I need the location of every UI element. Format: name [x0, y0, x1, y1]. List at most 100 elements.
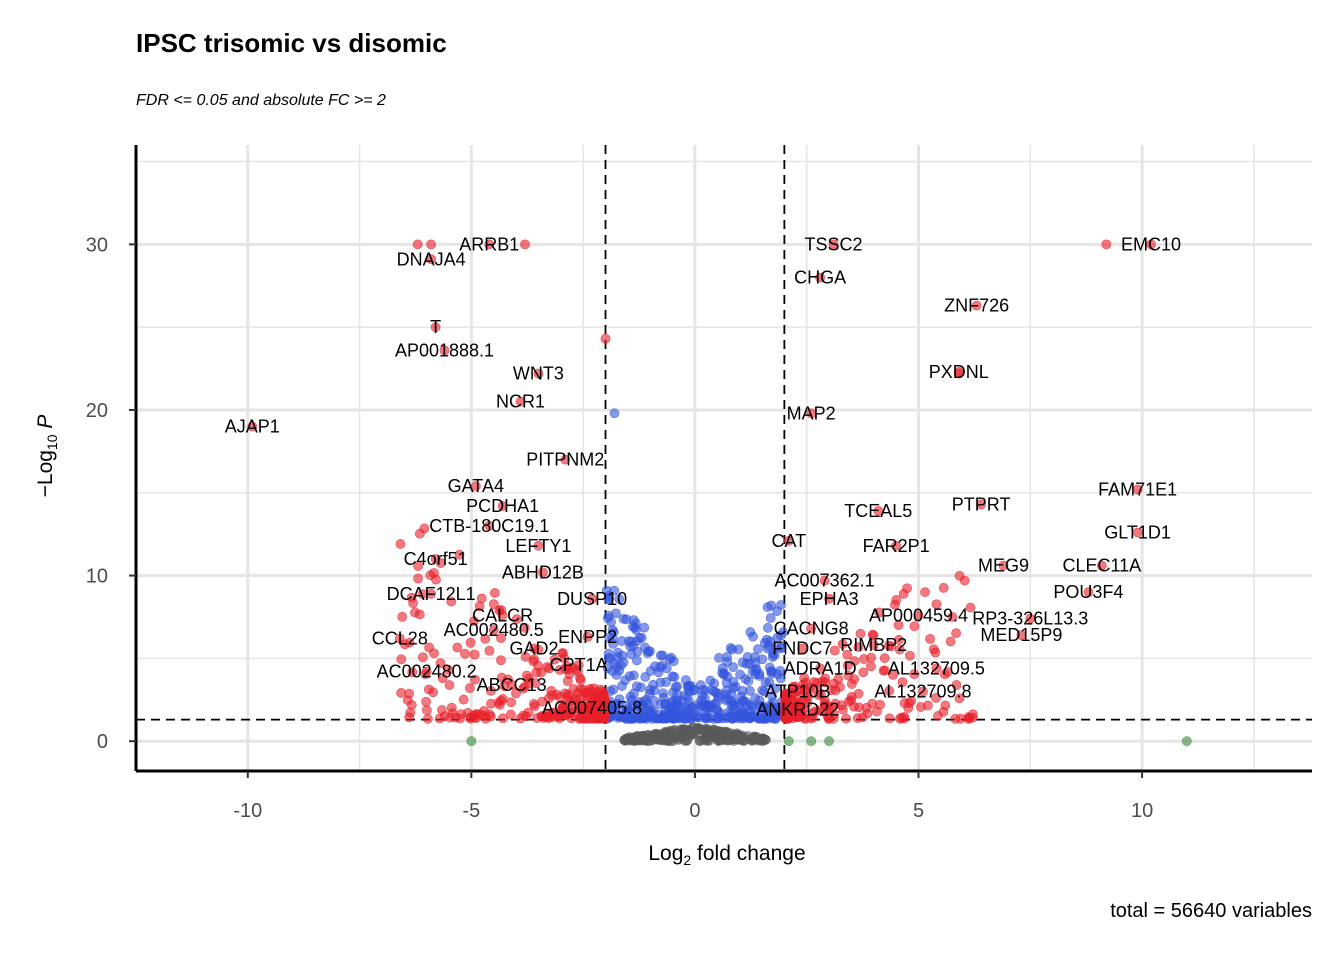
gene-label: CAT — [772, 531, 807, 551]
p-only-point — [652, 713, 662, 724]
p-only-point — [613, 647, 623, 658]
significant-point — [931, 693, 941, 703]
significant-point — [842, 660, 853, 671]
labeled-point — [497, 501, 508, 511]
p-only-point — [767, 652, 778, 662]
p-only-point — [674, 711, 685, 722]
significant-point — [462, 708, 473, 718]
gene-label: ENPP2 — [558, 627, 617, 647]
gene-label: CHGA — [794, 267, 846, 287]
axes-layer: -10 -5 0 5 10 0 10 20 30 — [86, 145, 1312, 822]
x-tick-label: 5 — [913, 800, 924, 822]
labeled-point — [824, 593, 834, 604]
significant-point — [826, 685, 837, 695]
significant-point — [783, 713, 794, 724]
significant-point — [470, 674, 480, 685]
p-only-point — [701, 712, 712, 723]
gene-label: AL132709.8 — [874, 682, 971, 702]
significant-point — [486, 686, 496, 696]
significant-point — [846, 691, 857, 702]
gene-label: T — [430, 317, 441, 337]
significant-point — [862, 708, 873, 719]
p-only-point — [607, 624, 618, 635]
significant-point — [549, 654, 560, 665]
gene-label: ATP10B — [765, 682, 831, 702]
significant-point — [528, 699, 539, 709]
significant-point — [909, 621, 920, 632]
significant-point — [469, 649, 480, 660]
highlight-point — [466, 736, 477, 747]
gene-label: FAM71E1 — [1098, 479, 1177, 499]
significant-point — [511, 614, 522, 625]
labeled-point — [484, 239, 495, 250]
y-tick-label: 0 — [97, 731, 108, 753]
gene-label: ARRB1 — [459, 234, 519, 254]
significant-point — [893, 620, 904, 630]
p-only-point — [602, 613, 613, 624]
significant-point — [458, 694, 469, 705]
p-only-point — [639, 622, 650, 633]
gene-label: AC007405.8 — [542, 698, 642, 718]
labeled-point — [815, 663, 826, 674]
significant-point — [546, 685, 557, 696]
significant-point — [909, 669, 920, 679]
significant-point — [905, 650, 915, 661]
significant-point — [397, 611, 408, 622]
significant-point — [859, 654, 869, 664]
labeled-point — [819, 575, 830, 586]
significant-point — [437, 673, 448, 684]
significant-point — [931, 599, 942, 610]
significant-point — [419, 523, 430, 534]
labeled-point — [873, 506, 884, 516]
significant-point — [837, 639, 848, 649]
significant-point — [452, 642, 463, 653]
p-only-point — [621, 614, 632, 625]
significant-point — [562, 692, 573, 702]
gene-label: MEG9 — [978, 556, 1029, 576]
labeled-point — [470, 481, 481, 492]
p-only-point — [725, 643, 736, 653]
labeled-point — [1132, 484, 1143, 495]
significant-point — [422, 713, 433, 724]
labeled-point — [998, 560, 1009, 571]
significant-point — [954, 570, 965, 581]
gene-label: CTB-180C19.1 — [429, 516, 549, 536]
p-only-point — [603, 652, 614, 663]
gene-label: ANKRD22 — [756, 700, 839, 720]
significant-point — [506, 697, 517, 708]
significant-point — [945, 636, 956, 647]
gene-label: ABHD12B — [502, 562, 584, 582]
p-only-point — [683, 683, 694, 694]
labeled-point — [792, 704, 803, 715]
gene-label: PCDHA1 — [466, 496, 539, 516]
chart-title: IPSC trisomic vs disomic — [136, 28, 447, 58]
significant-point — [780, 694, 791, 705]
ns-point — [704, 735, 714, 746]
p-only-point — [614, 594, 625, 604]
p-only-point — [759, 713, 769, 724]
labeled-point — [1132, 527, 1143, 538]
significant-point — [853, 642, 864, 652]
gene-label: ADRA1D — [784, 658, 857, 678]
p-only-point — [776, 643, 787, 654]
significant-point — [439, 711, 450, 722]
p-only-point — [718, 669, 729, 680]
p-only-point — [657, 660, 668, 671]
significant-point — [884, 713, 895, 724]
p-only-point — [721, 713, 732, 724]
p-only-point — [672, 695, 683, 706]
significant-point — [818, 706, 828, 717]
gene-label: TCEAL5 — [844, 501, 912, 521]
x-tick-label: -10 — [233, 800, 262, 822]
significant-point — [951, 680, 962, 690]
gene-label: AL132709.5 — [888, 658, 985, 678]
y-tick-label: 20 — [86, 400, 108, 422]
significant-point — [852, 713, 863, 724]
gene-label: AC002480.5 — [444, 620, 544, 640]
labeled-point — [247, 421, 258, 432]
ns-point — [702, 724, 712, 735]
gene-label: MAP2 — [787, 403, 836, 423]
significant-point — [884, 685, 895, 696]
p-only-point — [778, 627, 788, 638]
significant-point — [404, 688, 414, 699]
